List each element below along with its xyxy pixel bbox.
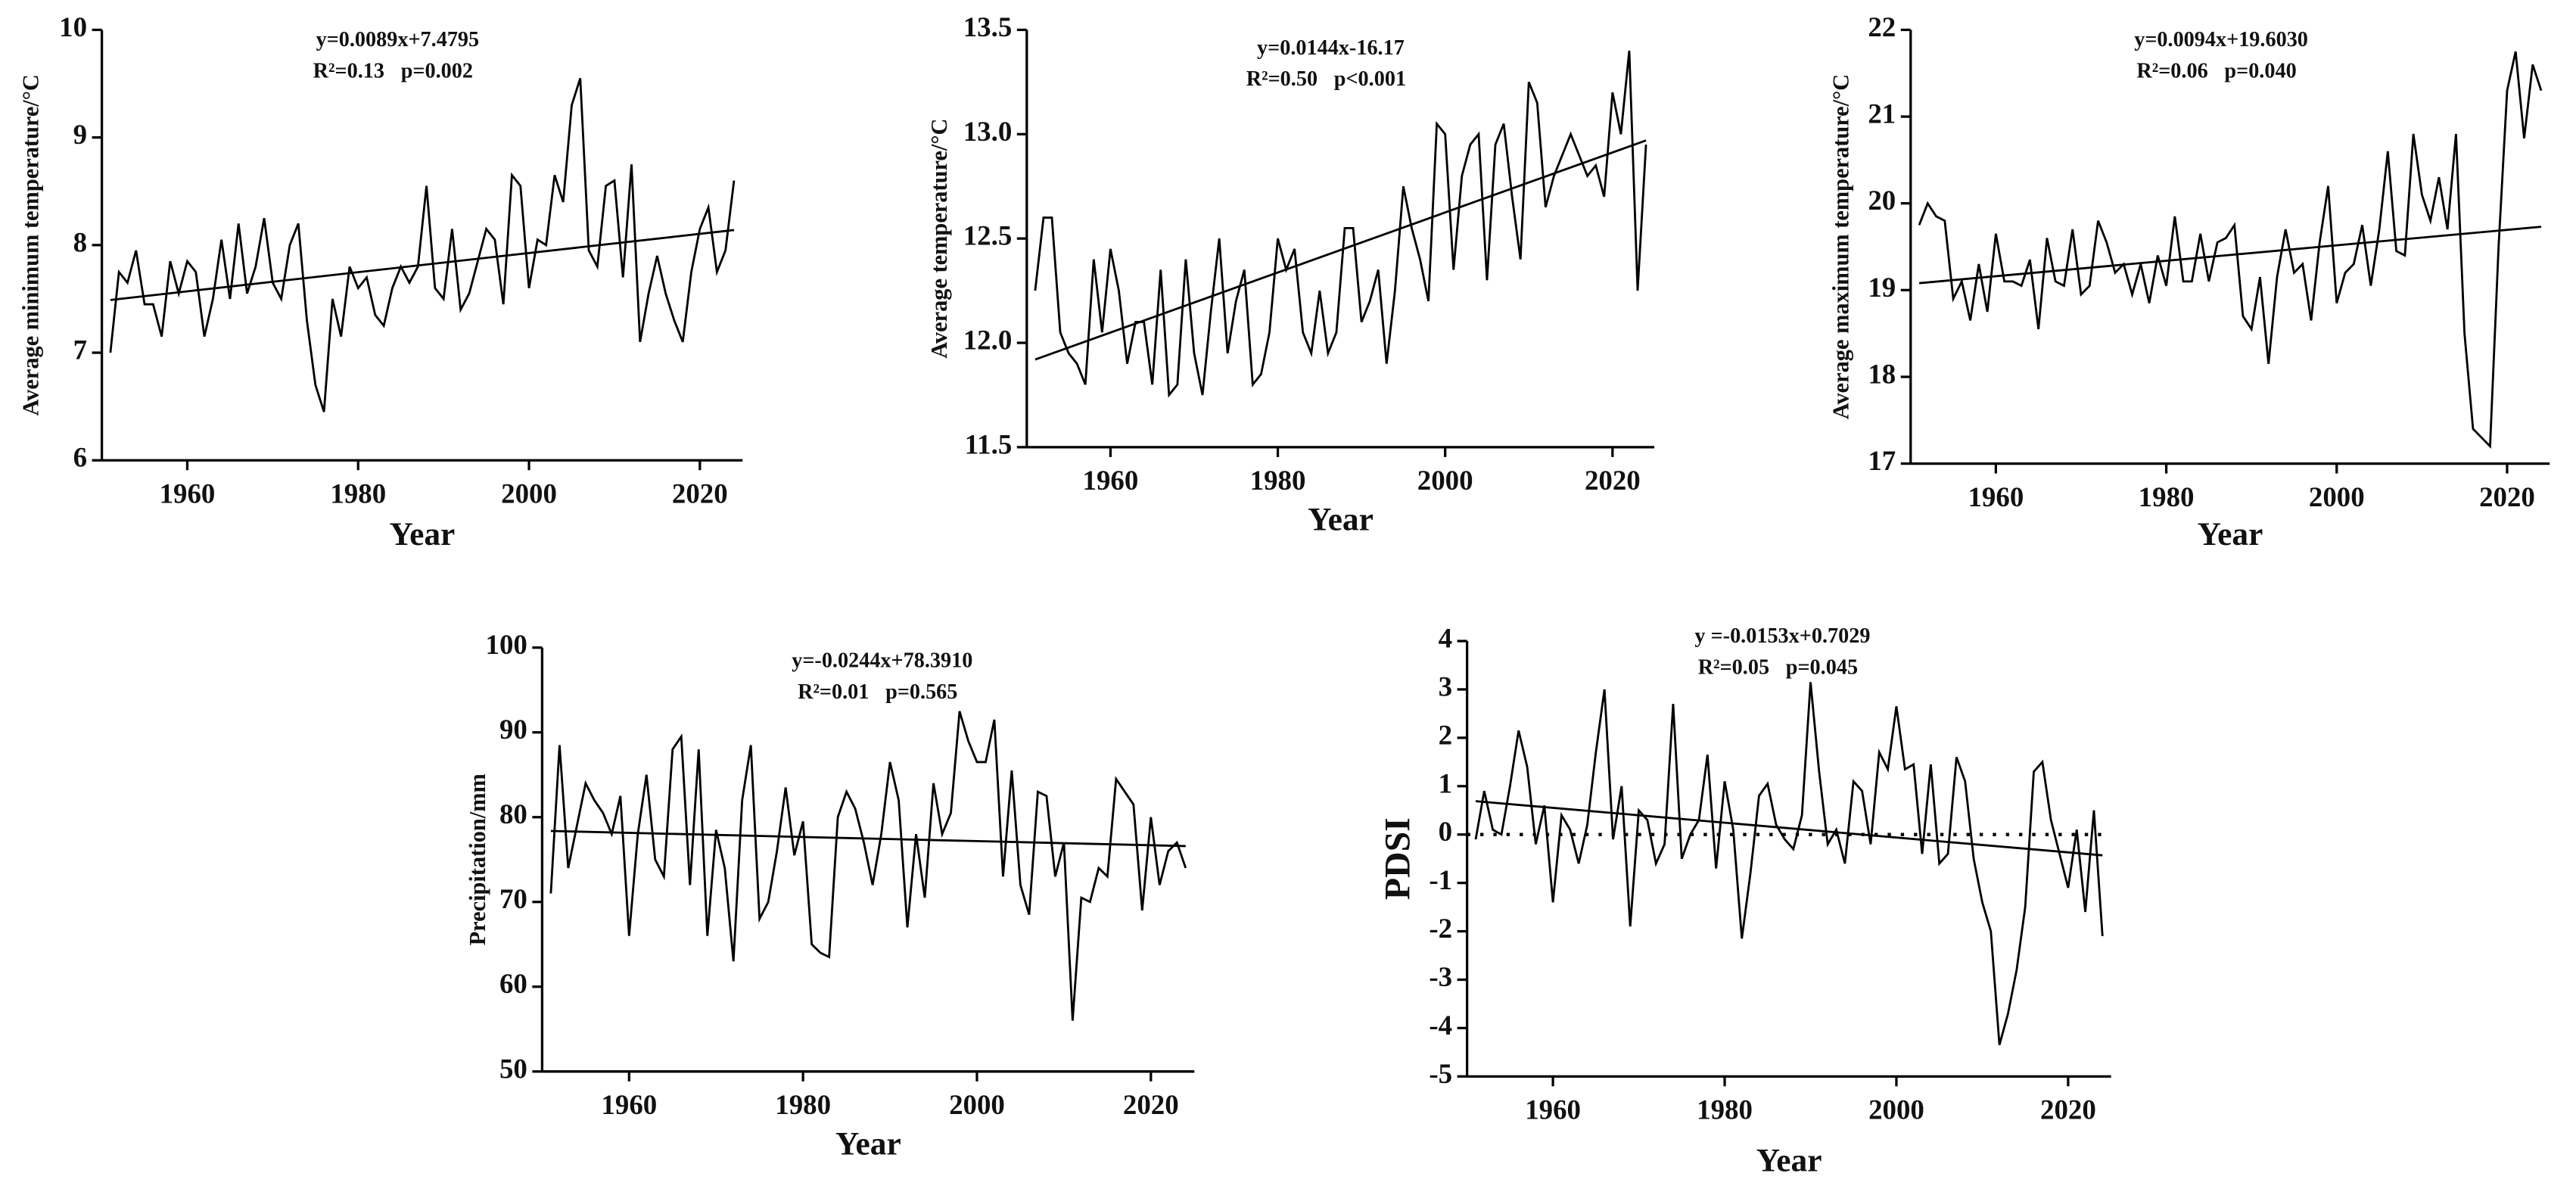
p-value: p<0.001 bbox=[1334, 67, 1406, 91]
subplot: 50 60 70 80 90 100 1960 1980 2000 2020 Year Precipi… bbox=[465, 629, 1195, 1162]
y-tick-label: 9 bbox=[73, 119, 87, 150]
x-tick-label: 1960 bbox=[160, 478, 216, 509]
y-tick-label: 11.5 bbox=[965, 428, 1013, 459]
x-tick-label: 1980 bbox=[775, 1089, 831, 1120]
y-tick-label: 12.5 bbox=[963, 220, 1013, 251]
x-axis-label: Year bbox=[390, 516, 456, 552]
x-tick-label: 2020 bbox=[1585, 465, 1641, 496]
subplot: 17 18 19 20 21 22 1960 1980 2000 2020 Year Average … bbox=[1828, 11, 2550, 552]
p-value: p=0.040 bbox=[2224, 59, 2296, 82]
r-squared: R²=0.01 bbox=[798, 680, 869, 704]
y-axis-label: Average temperature/°C bbox=[926, 119, 952, 359]
y-tick-label: 17 bbox=[1868, 445, 1896, 476]
data-line bbox=[109, 77, 736, 412]
data-line bbox=[549, 711, 1187, 1021]
equation: y =-0.0153x+0.7029 bbox=[1694, 624, 1870, 648]
y-tick-label: 80 bbox=[499, 798, 527, 829]
x-axis-label: Year bbox=[1756, 1142, 1822, 1178]
trend-line bbox=[1034, 139, 1647, 361]
equation: y=0.0144x-16.17 bbox=[1257, 36, 1405, 60]
y-tick-label: 0 bbox=[1439, 816, 1452, 847]
trend-line bbox=[1918, 226, 2542, 285]
y-tick-label: 22 bbox=[1868, 11, 1896, 42]
y-tick-label: 13.5 bbox=[963, 11, 1013, 42]
x-axis-label: Year bbox=[835, 1126, 901, 1162]
x-tick-label: 2020 bbox=[1123, 1089, 1179, 1120]
r-squared: R²=0.06 bbox=[2136, 59, 2207, 82]
p-value: p=0.565 bbox=[885, 680, 957, 704]
trend-line bbox=[110, 229, 735, 301]
y-tick-label: 70 bbox=[499, 883, 527, 914]
subplot: 11.5 12.0 12.5 13.0 13.5 1960 1980 2000 2020 Year… bbox=[926, 11, 1655, 538]
x-tick-label: 1960 bbox=[601, 1089, 657, 1120]
y-tick-label: 90 bbox=[499, 714, 527, 745]
data-line bbox=[1918, 51, 2543, 449]
y-tick-label: 60 bbox=[499, 968, 527, 999]
y-tick-label: 7 bbox=[73, 335, 87, 366]
y-tick-label: 21 bbox=[1868, 98, 1896, 129]
trend-line bbox=[1475, 800, 2103, 857]
y-axis-label: Average minimum temperature/°C bbox=[17, 74, 43, 415]
x-tick-label: 1960 bbox=[1083, 465, 1139, 496]
x-axis-label: Year bbox=[1308, 502, 1374, 538]
y-tick-label: 13.0 bbox=[963, 116, 1013, 147]
x-tick-label: 2020 bbox=[2479, 481, 2535, 512]
y-tick-label: 100 bbox=[486, 629, 527, 660]
trend-line bbox=[550, 829, 1186, 848]
r-squared: R²=0.50 bbox=[1246, 67, 1318, 91]
x-tick-label: 2020 bbox=[2040, 1094, 2096, 1125]
y-tick-label: 6 bbox=[73, 442, 87, 473]
x-tick-label: 2000 bbox=[949, 1089, 1005, 1120]
y-tick-label: -1 bbox=[1429, 864, 1452, 895]
x-tick-label: 2000 bbox=[2309, 481, 2365, 512]
equation: y=0.0094x+19.6030 bbox=[2134, 28, 2308, 51]
y-tick-label: 10 bbox=[59, 11, 87, 42]
y-tick-label: 19 bbox=[1868, 272, 1896, 303]
y-tick-label: 20 bbox=[1868, 185, 1896, 216]
r-squared: R²=0.05 bbox=[1698, 655, 1769, 679]
y-tick-label: -4 bbox=[1429, 1010, 1452, 1041]
p-value: p=0.045 bbox=[1786, 655, 1858, 679]
x-tick-label: 1960 bbox=[1968, 481, 2024, 512]
y-tick-label: 50 bbox=[499, 1053, 527, 1084]
y-axis-label: Precipitation/mm bbox=[465, 773, 490, 945]
equation: y=-0.0244x+78.3910 bbox=[792, 649, 972, 673]
data-line bbox=[1474, 682, 2104, 1046]
y-tick-label: 3 bbox=[1439, 671, 1452, 702]
y-tick-label: -5 bbox=[1429, 1058, 1452, 1089]
x-tick-label: 2020 bbox=[672, 478, 728, 509]
subplot: 6 7 8 9 10 1960 1980 2000 2020 Year Average minimu… bbox=[17, 11, 743, 552]
equation: y=0.0089x+7.4795 bbox=[316, 28, 480, 51]
p-value: p=0.002 bbox=[401, 59, 473, 82]
y-tick-label: 18 bbox=[1868, 358, 1896, 389]
y-tick-label: 1 bbox=[1439, 767, 1452, 798]
y-axis-label: Average maximum temperature/°C bbox=[1828, 74, 1854, 419]
data-line bbox=[1034, 50, 1647, 398]
y-tick-label: 12.0 bbox=[963, 324, 1013, 355]
x-tick-label: 2000 bbox=[1417, 465, 1473, 496]
x-tick-label: 1980 bbox=[1697, 1094, 1753, 1125]
y-tick-label: -3 bbox=[1429, 961, 1452, 992]
x-tick-label: 1980 bbox=[2139, 481, 2195, 512]
r-squared: R²=0.13 bbox=[313, 59, 384, 82]
x-tick-label: 1960 bbox=[1525, 1094, 1581, 1125]
x-tick-label: 1980 bbox=[330, 478, 386, 509]
y-tick-label: 8 bbox=[73, 226, 87, 257]
y-tick-label: 4 bbox=[1439, 622, 1452, 653]
y-axis-label: PDSI bbox=[1378, 817, 1418, 900]
subplot: -5 -4 -3 -2 -1 0 1 2 3 4 1960 1980 2000 2020 Year PDSI y… bbox=[1378, 622, 2111, 1178]
x-tick-label: 2000 bbox=[1868, 1094, 1924, 1125]
y-tick-label: 2 bbox=[1439, 719, 1452, 750]
x-axis-label: Year bbox=[2198, 516, 2263, 552]
y-tick-label: -2 bbox=[1429, 913, 1452, 944]
x-tick-label: 2000 bbox=[501, 478, 557, 509]
x-tick-label: 1980 bbox=[1250, 465, 1306, 496]
